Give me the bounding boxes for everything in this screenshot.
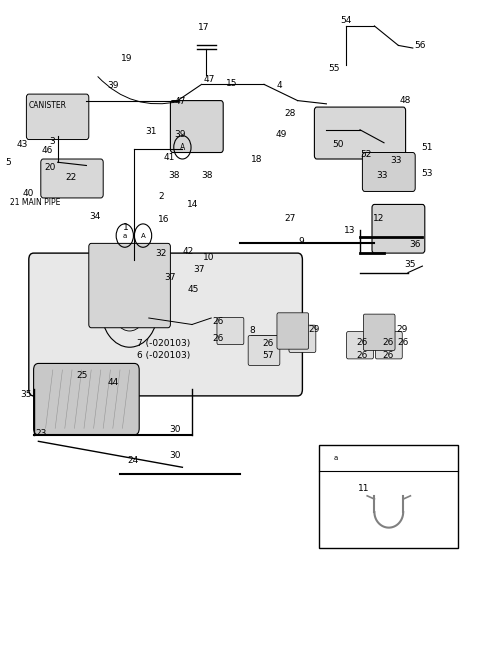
- FancyBboxPatch shape: [41, 159, 103, 198]
- Text: 30: 30: [169, 425, 181, 434]
- FancyBboxPatch shape: [375, 332, 402, 359]
- Text: 21 MAIN PIPE: 21 MAIN PIPE: [10, 198, 60, 207]
- FancyBboxPatch shape: [363, 314, 395, 350]
- Text: 29: 29: [309, 325, 320, 334]
- Text: a: a: [336, 485, 340, 491]
- Text: 20: 20: [45, 163, 56, 172]
- Text: 14: 14: [187, 200, 199, 209]
- Text: 52: 52: [360, 150, 372, 159]
- FancyBboxPatch shape: [89, 243, 170, 328]
- FancyBboxPatch shape: [319, 445, 458, 548]
- Text: 42: 42: [182, 247, 194, 256]
- Text: 56: 56: [414, 41, 426, 50]
- Text: a: a: [334, 454, 338, 461]
- Text: 22: 22: [65, 173, 77, 182]
- Text: 18: 18: [251, 155, 263, 164]
- Text: 24: 24: [128, 456, 139, 465]
- Text: 55: 55: [328, 64, 339, 73]
- FancyBboxPatch shape: [34, 363, 139, 435]
- Text: 13: 13: [344, 226, 355, 235]
- Text: 16: 16: [158, 215, 170, 224]
- FancyBboxPatch shape: [29, 253, 302, 396]
- Text: CANISTER: CANISTER: [29, 101, 67, 110]
- Text: 36: 36: [409, 240, 421, 249]
- Text: 10: 10: [203, 253, 215, 262]
- Text: 5: 5: [5, 158, 11, 167]
- FancyBboxPatch shape: [248, 336, 280, 365]
- Text: 37: 37: [193, 265, 205, 274]
- Text: 39: 39: [107, 81, 119, 90]
- Text: 51: 51: [421, 143, 433, 152]
- Text: 2: 2: [158, 192, 164, 201]
- Text: 47: 47: [203, 75, 215, 84]
- Text: 26: 26: [213, 334, 224, 343]
- Text: 46: 46: [41, 146, 53, 155]
- Text: 35: 35: [21, 390, 32, 399]
- Text: 53: 53: [421, 169, 433, 178]
- Text: 35: 35: [405, 260, 416, 269]
- Text: 47: 47: [174, 97, 186, 106]
- Text: 27: 27: [285, 214, 296, 223]
- Text: 39: 39: [174, 130, 186, 140]
- Text: 37: 37: [165, 273, 176, 282]
- FancyBboxPatch shape: [217, 317, 244, 345]
- Text: 26: 26: [357, 351, 368, 360]
- Text: 50: 50: [333, 140, 344, 149]
- FancyBboxPatch shape: [26, 94, 89, 140]
- Text: 1: 1: [123, 223, 129, 232]
- Text: 38: 38: [202, 171, 213, 180]
- Text: 38: 38: [168, 171, 180, 180]
- Text: 17: 17: [198, 23, 210, 32]
- Text: 54: 54: [340, 16, 351, 25]
- FancyBboxPatch shape: [372, 204, 425, 253]
- Text: 4: 4: [277, 81, 283, 90]
- Text: 26: 26: [357, 338, 368, 347]
- Text: 15: 15: [226, 79, 237, 88]
- Text: 9: 9: [299, 237, 304, 246]
- Text: 7 (-020103): 7 (-020103): [137, 339, 190, 349]
- Text: 45: 45: [187, 285, 199, 294]
- Text: 26: 26: [382, 338, 394, 347]
- Text: 34: 34: [89, 212, 101, 221]
- Text: 31: 31: [145, 127, 157, 136]
- Text: 11: 11: [358, 484, 370, 493]
- Text: A: A: [180, 143, 185, 152]
- Text: 33: 33: [390, 156, 402, 165]
- Text: 29: 29: [396, 325, 408, 334]
- Text: 44: 44: [107, 378, 119, 387]
- Text: 26: 26: [213, 317, 224, 326]
- FancyBboxPatch shape: [170, 101, 223, 153]
- Text: 19: 19: [121, 54, 133, 63]
- Text: a: a: [123, 232, 127, 239]
- Text: 28: 28: [285, 109, 296, 118]
- FancyBboxPatch shape: [314, 107, 406, 159]
- Text: 3: 3: [49, 137, 55, 146]
- Text: 33: 33: [376, 171, 387, 180]
- FancyBboxPatch shape: [277, 313, 309, 349]
- Text: 26: 26: [382, 351, 394, 360]
- Text: 8: 8: [249, 326, 255, 336]
- Text: 43: 43: [17, 140, 28, 149]
- Text: 41: 41: [163, 153, 175, 162]
- Text: 26: 26: [397, 338, 409, 347]
- FancyBboxPatch shape: [362, 153, 415, 191]
- Text: 49: 49: [275, 130, 287, 140]
- Text: 23: 23: [35, 429, 47, 438]
- Text: 32: 32: [155, 249, 167, 258]
- Text: 26: 26: [262, 339, 274, 349]
- FancyBboxPatch shape: [347, 332, 373, 359]
- Text: A: A: [141, 232, 145, 239]
- Text: 25: 25: [76, 371, 87, 380]
- Text: 48: 48: [400, 96, 411, 105]
- Text: 12: 12: [372, 214, 384, 223]
- FancyBboxPatch shape: [289, 325, 316, 352]
- FancyBboxPatch shape: [251, 336, 277, 363]
- Text: 30: 30: [169, 451, 181, 460]
- Text: 40: 40: [23, 189, 35, 198]
- Text: 6 (-020103): 6 (-020103): [137, 350, 190, 360]
- Text: 57: 57: [262, 351, 274, 360]
